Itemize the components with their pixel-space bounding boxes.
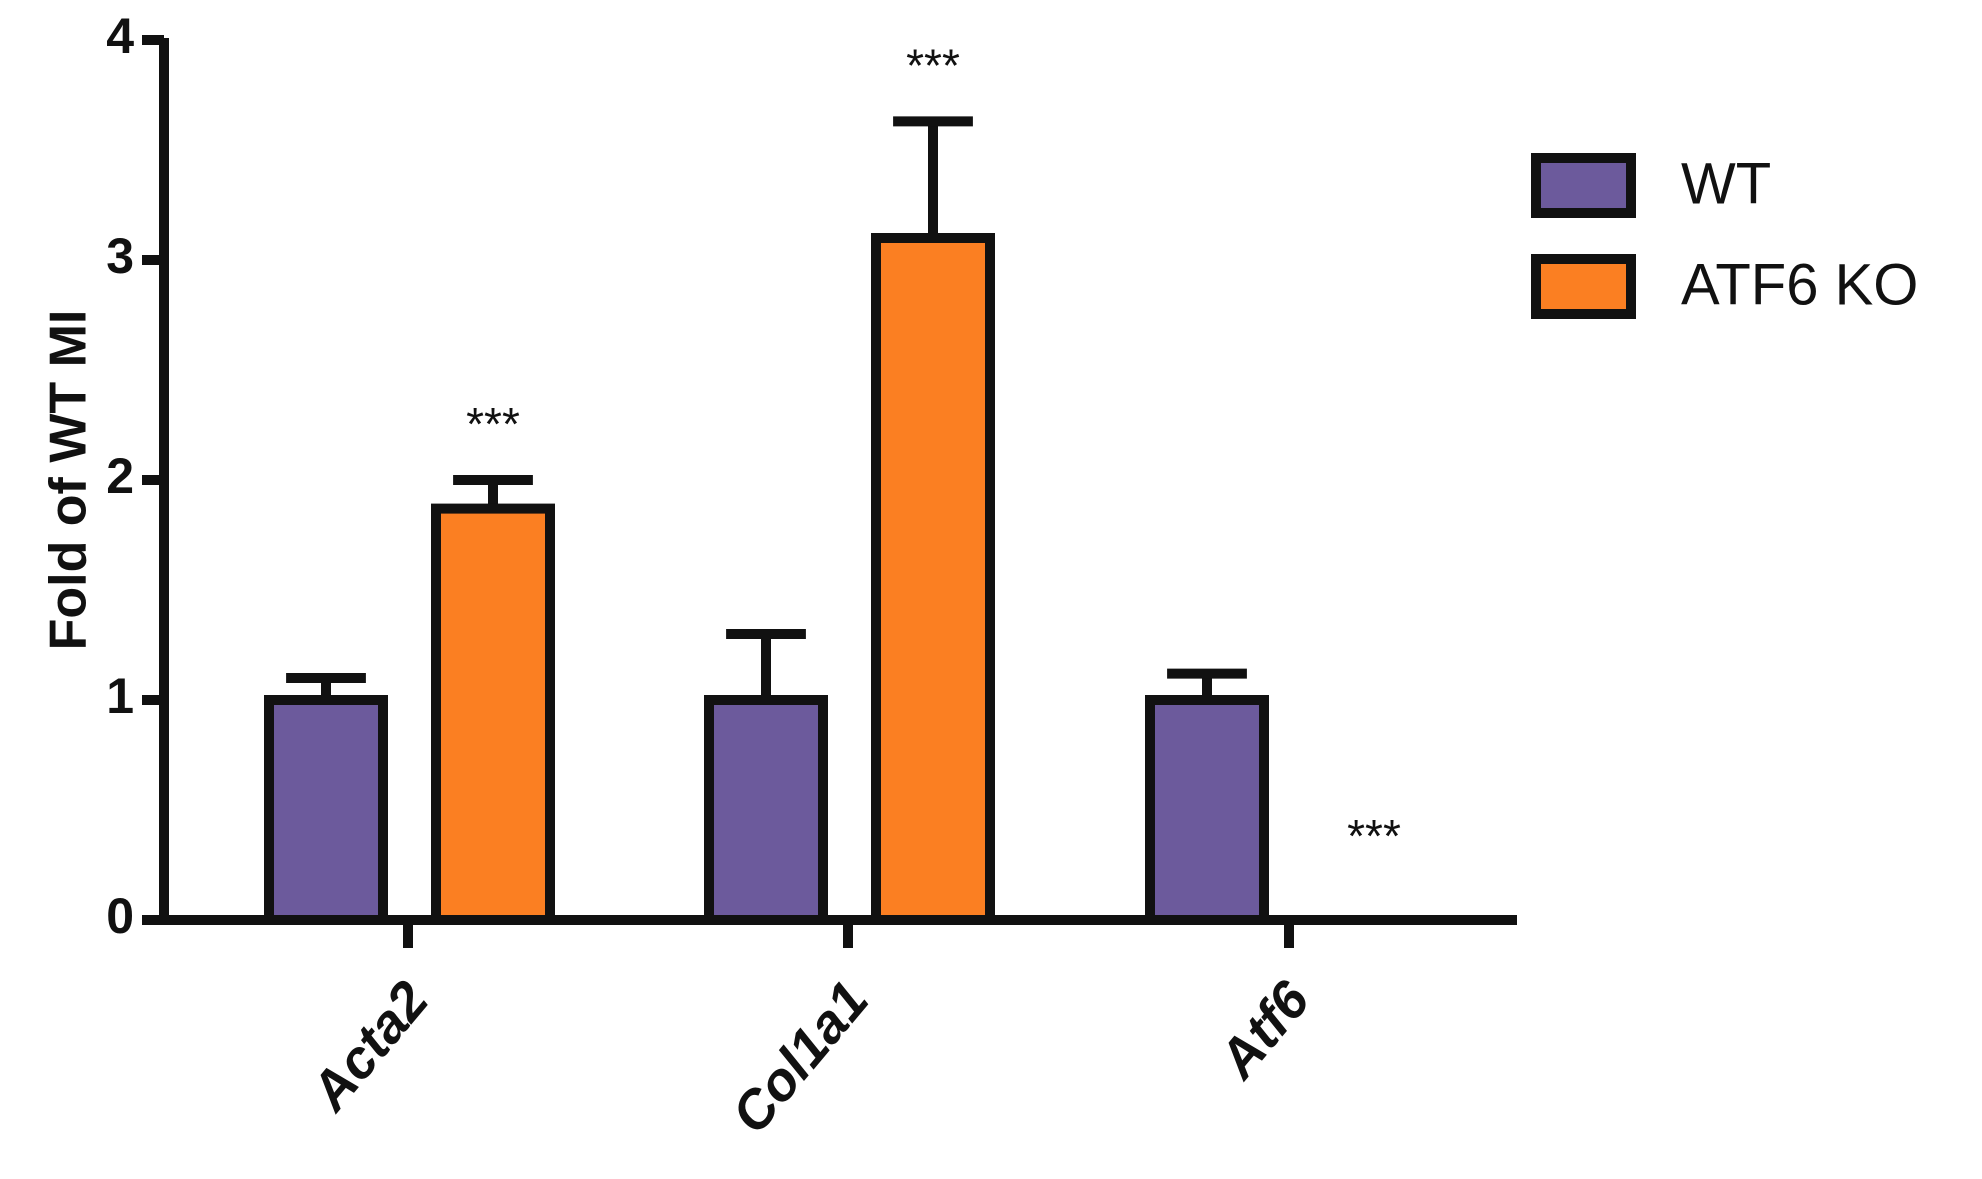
y-tick-label: 1 <box>106 668 134 724</box>
y-tick-label: 3 <box>106 228 134 284</box>
bar <box>704 695 828 925</box>
x-tick-label: Atf6 <box>1206 970 1321 1091</box>
x-tick-label: Col1a1 <box>720 970 880 1144</box>
legend-swatch <box>1531 254 1636 319</box>
significance-label: *** <box>906 40 960 92</box>
significance-label: *** <box>1347 810 1401 862</box>
legend-label: ATF6 KO <box>1681 252 1918 317</box>
y-axis-label: Fold of WT MI <box>40 310 98 651</box>
y-tick-label: 0 <box>106 888 134 944</box>
error-bar <box>893 116 973 238</box>
legend-label: WT <box>1681 151 1771 216</box>
bar <box>871 233 995 925</box>
x-tick-label: Acta2 <box>298 970 440 1123</box>
error-bar <box>726 629 806 700</box>
significance-label: *** <box>466 398 520 450</box>
legend-swatch <box>1531 153 1636 218</box>
bar <box>264 695 388 925</box>
bar <box>431 503 555 925</box>
y-tick-label: 4 <box>106 8 134 64</box>
bar <box>1145 695 1269 925</box>
y-tick-label: 2 <box>106 448 134 504</box>
